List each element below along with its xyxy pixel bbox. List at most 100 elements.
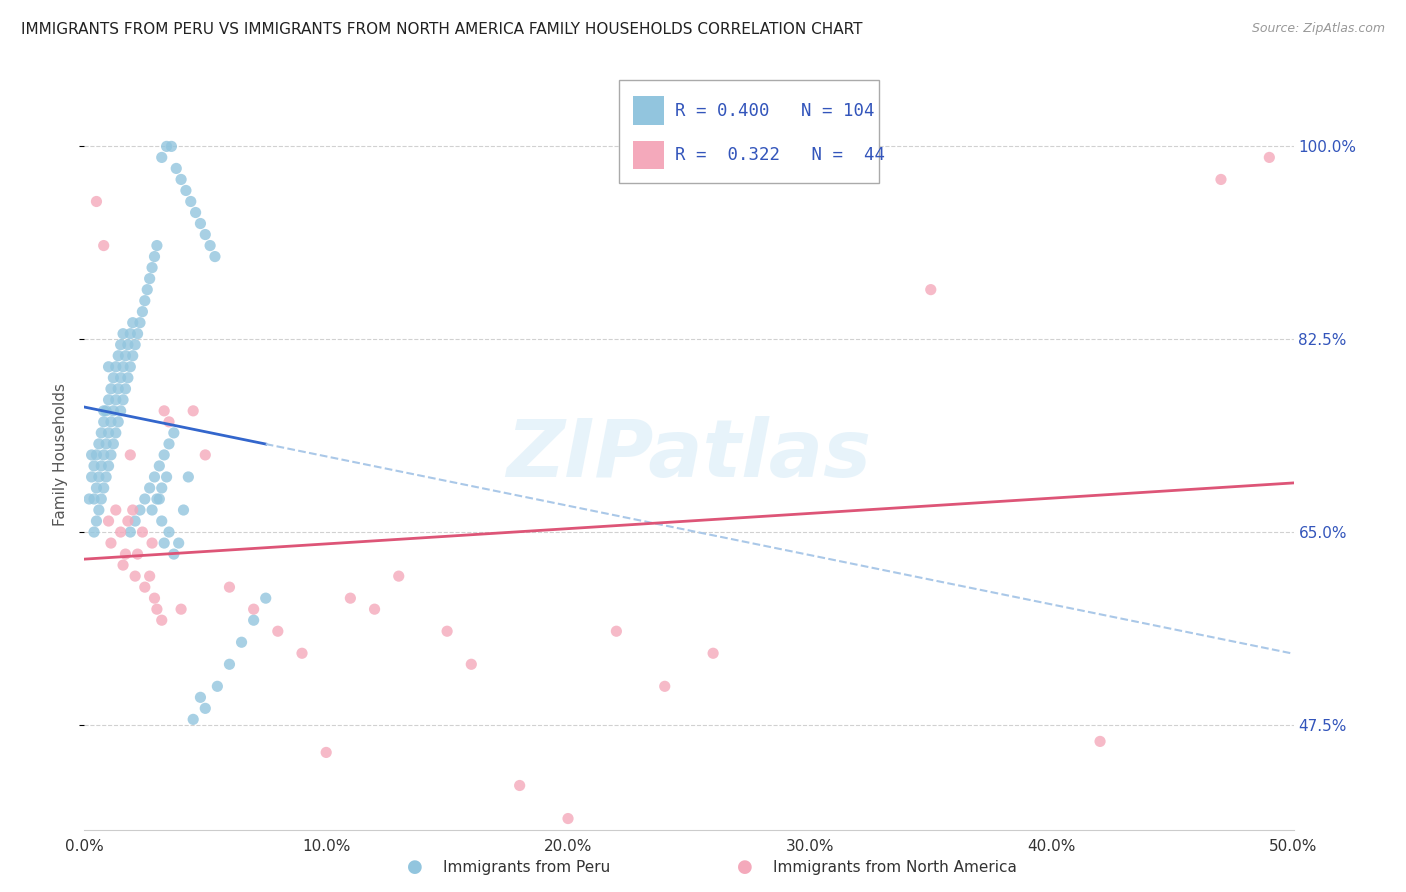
Point [83,524,105,539]
Point [103,437,125,451]
Y-axis label: Family Households: Family Households [53,384,69,526]
Point [155,139,177,153]
Point [94,437,117,451]
Point [107,415,129,429]
Point [120,359,142,374]
Point [207,679,229,693]
Point [114,382,136,396]
Point [97,359,120,374]
Point [460,657,482,672]
Point [112,326,135,341]
Point [920,283,942,297]
Point [107,349,129,363]
Point [110,337,132,351]
Text: Immigrants from Peru: Immigrants from Peru [443,860,610,874]
Point [218,580,240,594]
Point [100,448,122,462]
Point [267,624,290,639]
Point [80,470,103,484]
Point [388,569,411,583]
Point [148,458,170,473]
Point [363,602,385,616]
Point [231,635,253,649]
Point [86,514,108,528]
Point [165,161,187,176]
Point [315,746,337,760]
Point [87,503,110,517]
Point [1258,150,1281,164]
Point [173,503,195,517]
Point [93,415,115,429]
Point [77,491,100,506]
Point [120,524,142,539]
Point [114,349,136,363]
Point [153,536,176,550]
Point [134,293,156,308]
Point [204,250,226,264]
Point [138,569,160,583]
Text: ZIPatlas: ZIPatlas [506,416,872,494]
Point [150,481,173,495]
Point [184,205,207,219]
Point [107,382,129,396]
Point [112,359,135,374]
Point [134,491,156,506]
Point [181,404,204,418]
Point [157,524,180,539]
Point [702,646,724,660]
Point [170,172,193,186]
Point [146,491,169,506]
Point [97,458,120,473]
Text: R = 0.400   N = 104: R = 0.400 N = 104 [675,102,875,120]
Point [155,470,177,484]
Point [1088,734,1111,748]
Point [86,194,108,209]
Point [100,382,122,396]
Point [150,150,173,164]
Point [557,812,579,826]
Point [180,194,202,209]
Point [97,425,120,440]
Point [254,591,277,606]
Point [436,624,458,639]
Point [93,238,115,252]
Point [103,371,125,385]
Point [136,283,159,297]
Point [131,524,153,539]
Point [117,371,139,385]
Point [160,139,183,153]
Point [97,392,120,407]
Point [86,481,108,495]
Point [121,316,143,330]
Point [194,701,217,715]
Point [131,304,153,318]
Point [121,349,143,363]
Point [143,250,166,264]
Point [143,470,166,484]
Point [104,392,127,407]
Point [110,524,132,539]
Point [174,184,197,198]
Point [104,503,127,517]
Point [134,580,156,594]
Point [190,690,212,705]
Point [194,448,217,462]
Point [87,470,110,484]
Point [100,415,122,429]
Point [181,712,204,726]
Point [605,624,627,639]
Point [143,591,166,606]
Point [177,470,200,484]
Point [112,392,135,407]
Point [124,569,146,583]
Point [163,425,186,440]
Point [157,437,180,451]
Point [129,503,152,517]
Point [93,404,115,418]
Point [141,536,163,550]
Point [93,448,115,462]
Point [509,779,531,793]
Point [80,448,103,462]
Point [127,326,149,341]
Point [94,470,117,484]
